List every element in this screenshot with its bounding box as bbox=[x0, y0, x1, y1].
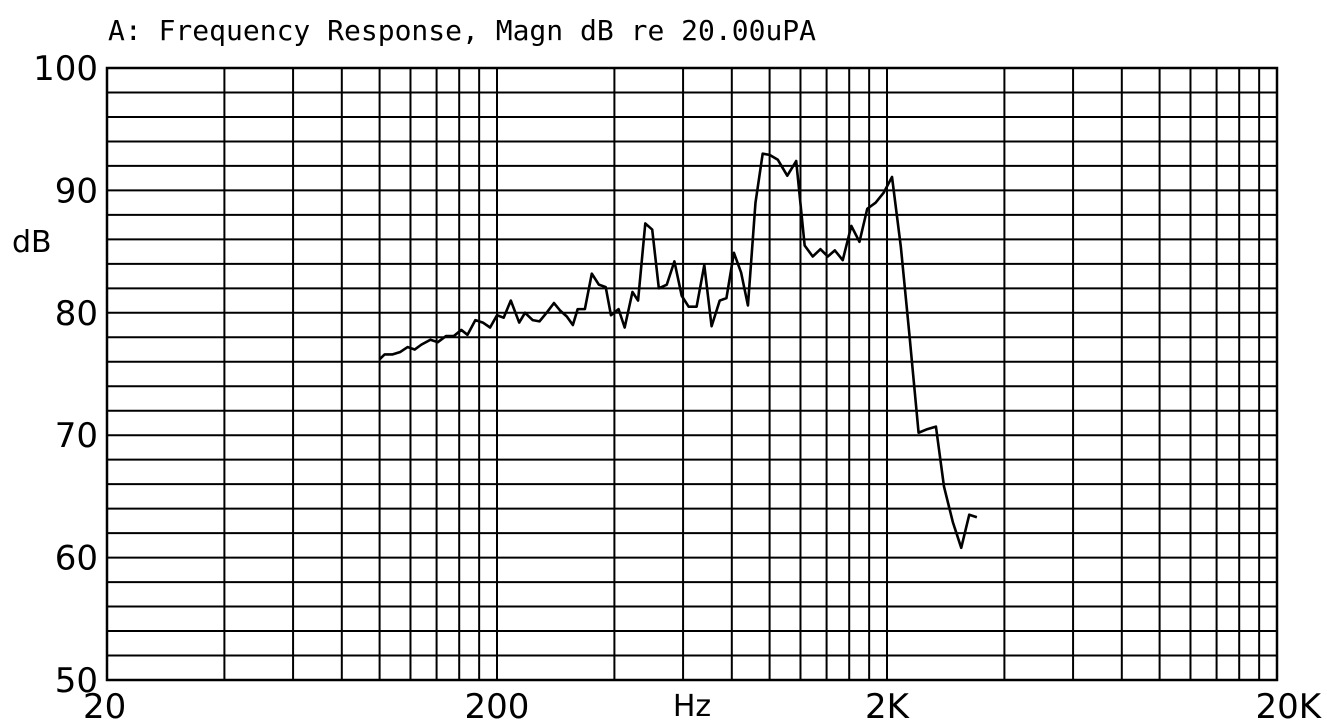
y-tick-labels: 100 90 80 70 60 50 bbox=[33, 49, 98, 701]
series-layer bbox=[378, 152, 978, 550]
y-tick-label: 90 bbox=[55, 171, 98, 211]
plot-frame bbox=[105, 66, 1279, 682]
x-tick-label: 20 bbox=[83, 687, 126, 727]
y-tick-label: 50 bbox=[55, 661, 98, 701]
plot-grid bbox=[107, 68, 1277, 680]
response-curve bbox=[378, 152, 978, 550]
y-tick-label: 80 bbox=[55, 294, 98, 334]
y-tick-label: 60 bbox=[55, 539, 98, 579]
chart-title: A: Frequency Response, Magn dB re 20.00u… bbox=[108, 14, 816, 47]
x-tick-label: 2K bbox=[865, 687, 911, 727]
x-tick-label: 200 bbox=[465, 687, 530, 727]
x-tick-labels: 20 200 2K 20K bbox=[83, 687, 1323, 727]
y-tick-label: 70 bbox=[55, 416, 98, 456]
y-axis-label: dB bbox=[12, 225, 52, 260]
y-tick-label: 100 bbox=[33, 49, 98, 89]
x-tick-label: 20K bbox=[1255, 687, 1322, 727]
x-axis-label: Hz bbox=[673, 689, 711, 724]
